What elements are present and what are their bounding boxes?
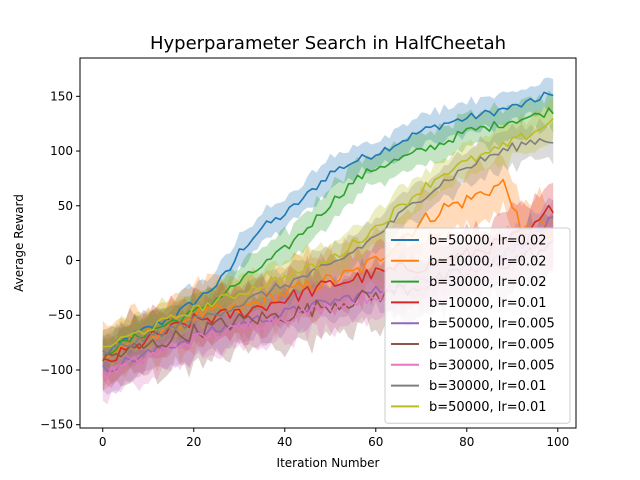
legend-entry: b=30000, lr=0.005 <box>429 358 555 373</box>
line-series-8 <box>102 138 554 355</box>
legend-box <box>384 227 571 424</box>
y-tick-label: −100 <box>40 363 73 377</box>
y-tick-label: 150 <box>50 89 73 103</box>
axes: 0 20 40 60 80 100 −150 −100 −50 0 50 100 150 <box>40 57 577 449</box>
legend-entry: b=10000, lr=0.01 <box>429 296 547 311</box>
legend-entry: b=50000, lr=0.02 <box>429 234 547 249</box>
line-series-9 <box>102 117 554 348</box>
x-tick-label: 0 <box>99 435 107 449</box>
plot-frame <box>79 57 577 429</box>
chart-title: Hyperparameter Search in HalfCheetah <box>150 33 506 54</box>
x-tick-label: 20 <box>186 435 201 449</box>
legend-entry: b=10000, lr=0.02 <box>429 254 547 269</box>
band-series-8 <box>102 118 554 374</box>
y-tick-label: 50 <box>58 199 73 213</box>
x-tick-label: 100 <box>546 435 569 449</box>
x-tick-label: 60 <box>368 435 383 449</box>
x-axis-label: Iteration Number <box>277 456 380 470</box>
legend-entry: b=10000, lr=0.005 <box>429 338 555 353</box>
y-tick-label: −150 <box>40 418 73 432</box>
legend-entry: b=50000, lr=0.01 <box>429 400 547 415</box>
legend-entry: b=50000, lr=0.005 <box>429 317 555 332</box>
y-tick-label: 0 <box>65 254 73 268</box>
legend-entry: b=30000, lr=0.02 <box>429 275 547 290</box>
line-series-3 <box>102 107 554 355</box>
y-tick-label: 100 <box>50 144 73 158</box>
x-tick-label: 80 <box>459 435 474 449</box>
line-series-1 <box>102 91 554 357</box>
band-series-1 <box>102 77 554 372</box>
legend-entry: b=30000, lr=0.01 <box>429 379 547 394</box>
y-tick-label: −50 <box>48 308 73 322</box>
band-series-5 <box>102 197 554 395</box>
x-tick-label: 40 <box>277 435 292 449</box>
legend: b=50000, lr=0.02 b=10000, lr=0.02 b=30000,… <box>384 227 571 424</box>
y-axis-label: Average Reward <box>12 194 26 292</box>
